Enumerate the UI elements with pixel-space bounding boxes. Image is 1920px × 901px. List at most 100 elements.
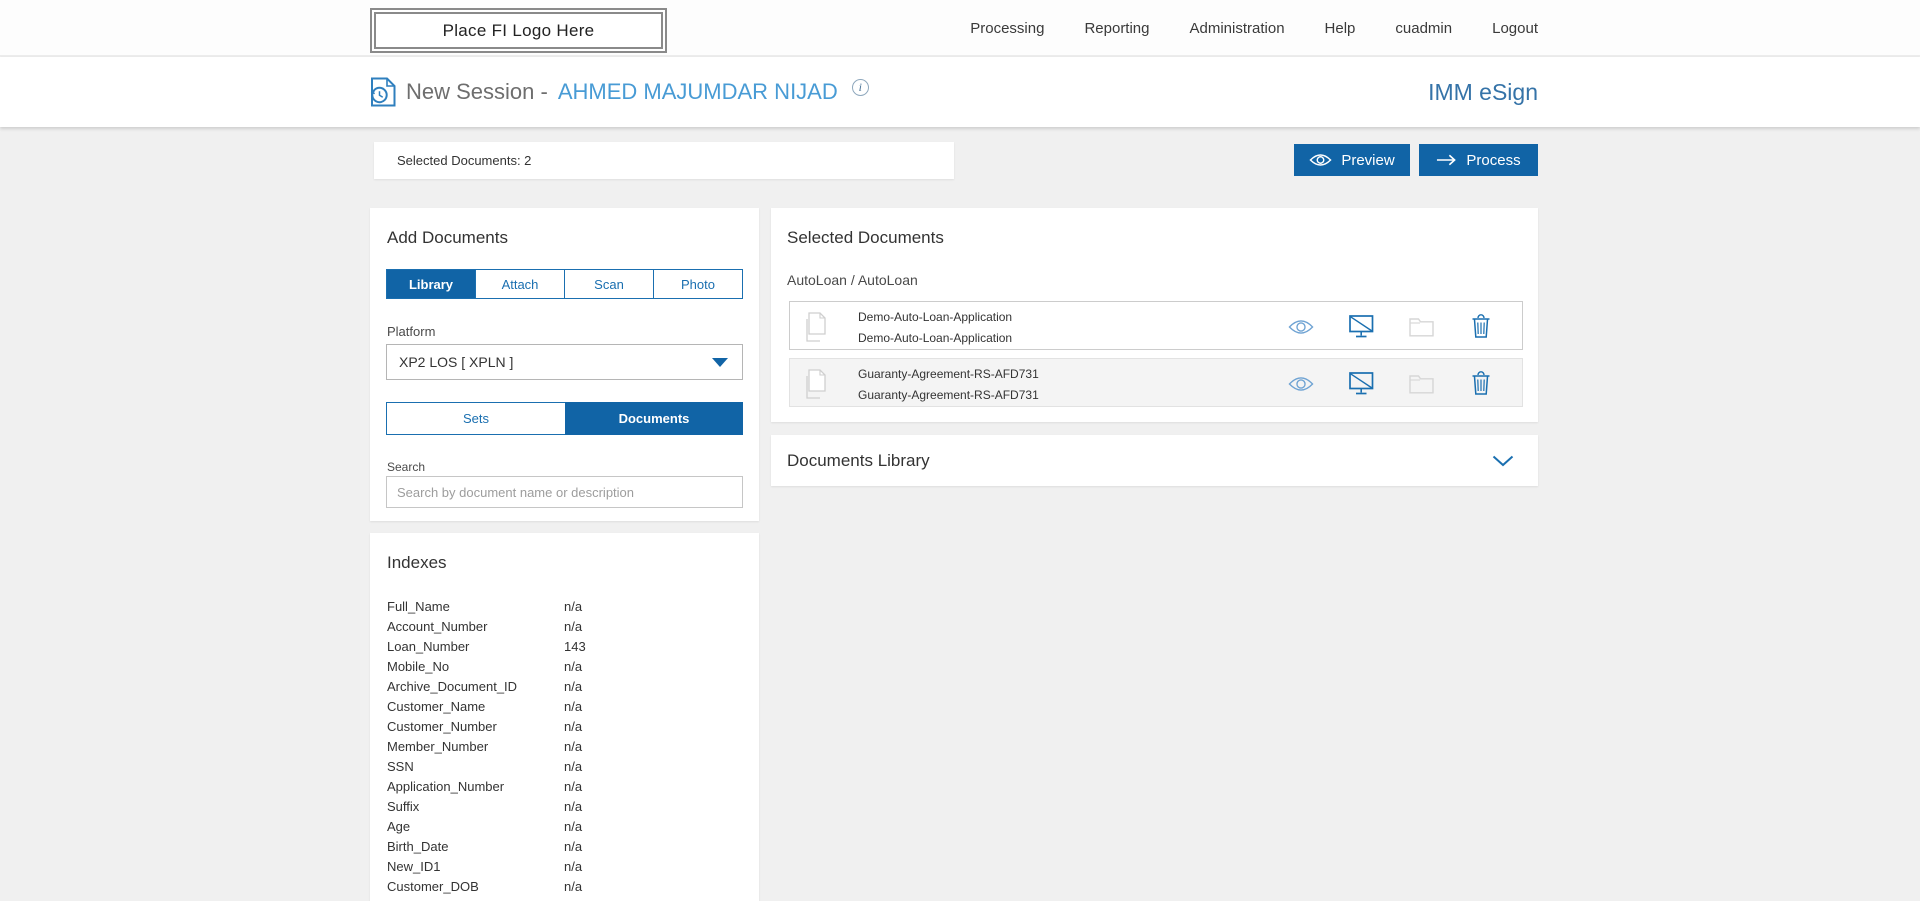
document-description: Demo-Auto-Loan-Application (858, 331, 1013, 345)
index-row: Customer_DOB n/a (370, 877, 759, 897)
index-value: n/a (564, 719, 583, 734)
top-nav: Processing Reporting Administration Help… (970, 0, 1538, 57)
index-label: Archive_Document_ID (387, 679, 518, 694)
index-row: Archive_Document_ID n/a (370, 677, 759, 697)
eye-icon (1309, 153, 1332, 167)
page-title: New Session - (406, 79, 548, 104)
platform-label: Platform (387, 324, 436, 339)
nav-logout[interactable]: Logout (1492, 20, 1538, 37)
index-value: n/a (564, 839, 583, 854)
index-row: Document_Name n/a (370, 897, 759, 901)
selected-count-text: Selected Documents: 2 (397, 153, 532, 168)
index-label: Mobile_No (387, 659, 450, 674)
platform-select[interactable]: XP2 LOS [ XPLN ] (386, 344, 743, 380)
index-row: New_ID1 n/a (370, 857, 759, 877)
document-pages-icon (802, 311, 830, 348)
tab-attach[interactable]: Attach (476, 270, 565, 298)
document-group-label: AutoLoan / AutoLoan (787, 272, 918, 288)
search-label: Search (387, 460, 426, 474)
search-input[interactable] (386, 476, 743, 508)
tab-library[interactable]: Library (387, 270, 476, 298)
selected-documents-panel: Selected Documents AutoLoan / AutoLoan D… (771, 208, 1538, 422)
index-value: n/a (564, 859, 583, 874)
tab-scan[interactable]: Scan (565, 270, 654, 298)
chevron-down-icon[interactable] (1492, 455, 1514, 467)
monitor-sign-icon[interactable] (1348, 314, 1374, 340)
delete-trash-icon[interactable] (1468, 314, 1494, 340)
monitor-sign-icon[interactable] (1348, 371, 1374, 397)
index-label: Document_Name (387, 899, 488, 901)
index-value: n/a (564, 659, 583, 674)
sets-documents-toggle: Sets Documents (386, 402, 743, 435)
documents-library-section[interactable]: Documents Library (771, 435, 1538, 486)
index-row: Application_Number n/a (370, 777, 759, 797)
nav-processing[interactable]: Processing (970, 20, 1045, 37)
nav-username[interactable]: cuadmin (1395, 20, 1453, 37)
preview-eye-icon[interactable] (1288, 314, 1314, 340)
selected-documents-summary: Selected Documents: 2 (374, 142, 954, 179)
index-label: Suffix (387, 799, 420, 814)
index-value: n/a (564, 679, 583, 694)
indexes-title: Indexes (387, 553, 447, 572)
process-button[interactable]: Process (1419, 144, 1538, 176)
document-row: Guaranty-Agreement-RS-AFD731 Guaranty-Ag… (789, 358, 1523, 407)
index-value: n/a (564, 899, 582, 901)
index-value: n/a (564, 799, 583, 814)
index-value: n/a (564, 699, 583, 714)
index-label: Member_Number (387, 739, 489, 754)
fi-logo-placeholder: Place FI Logo Here (370, 8, 667, 53)
index-value: n/a (564, 819, 583, 834)
fi-logo-text: Place FI Logo Here (442, 20, 595, 40)
nav-administration[interactable]: Administration (1189, 20, 1285, 37)
index-value: 143 (564, 639, 586, 654)
index-value: n/a (564, 759, 583, 774)
session-header: New Session - AHMED MAJUMDAR NIJAD i IMM… (0, 57, 1920, 127)
new-session-icon (370, 77, 396, 107)
document-description: Guaranty-Agreement-RS-AFD731 (858, 388, 1039, 402)
process-button-label: Process (1466, 151, 1521, 169)
documents-library-title: Documents Library (787, 450, 930, 470)
index-label: Customer_Number (387, 719, 497, 734)
caret-down-icon (712, 357, 728, 367)
index-row: Member_Number n/a (370, 737, 759, 757)
index-row: Suffix n/a (370, 797, 759, 817)
index-row: Mobile_No n/a (370, 657, 759, 677)
index-label: Age (387, 819, 411, 834)
platform-select-value: XP2 LOS [ XPLN ] (399, 354, 514, 370)
index-value: n/a (564, 599, 583, 614)
selected-documents-title: Selected Documents (787, 228, 944, 247)
toggle-sets[interactable]: Sets (386, 402, 565, 435)
folder-icon[interactable] (1408, 314, 1434, 340)
preview-eye-icon[interactable] (1288, 371, 1314, 397)
arrow-right-icon (1436, 154, 1457, 166)
index-label: Birth_Date (387, 839, 449, 854)
add-documents-title: Add Documents (387, 228, 508, 247)
document-name: Demo-Auto-Loan-Application (858, 310, 1013, 324)
customer-name: AHMED MAJUMDAR NIJAD (557, 79, 838, 104)
index-label: Customer_DOB (387, 879, 479, 894)
index-label: Application_Number (387, 779, 505, 794)
index-row: Full_Name n/a (370, 597, 759, 617)
tab-photo[interactable]: Photo (681, 276, 715, 292)
index-value: n/a (564, 779, 583, 794)
index-row: Customer_Name n/a (370, 697, 759, 717)
index-value: n/a (564, 619, 583, 634)
toggle-documents[interactable]: Documents (565, 402, 743, 435)
index-label: Loan_Number (387, 639, 470, 654)
preview-button[interactable]: Preview (1294, 144, 1410, 176)
nav-reporting[interactable]: Reporting (1084, 20, 1150, 37)
folder-icon[interactable] (1408, 371, 1434, 397)
index-row: Customer_Number n/a (370, 717, 759, 737)
document-row: Demo-Auto-Loan-Application Demo-Auto-Loa… (789, 301, 1523, 350)
document-pages-icon (802, 368, 830, 405)
add-documents-tabbar: Library Attach Scan Photo (386, 269, 743, 299)
info-icon[interactable]: i (851, 78, 869, 96)
index-value: n/a (564, 879, 583, 894)
delete-trash-icon[interactable] (1468, 371, 1494, 397)
brand-logo: IMM eSign (1428, 78, 1538, 105)
preview-button-label: Preview (1341, 151, 1395, 169)
nav-help[interactable]: Help (1324, 20, 1356, 37)
index-label: Customer_Name (387, 699, 486, 714)
indexes-panel: Indexes Full_Name n/a Account_Number n/a L… (370, 533, 759, 901)
